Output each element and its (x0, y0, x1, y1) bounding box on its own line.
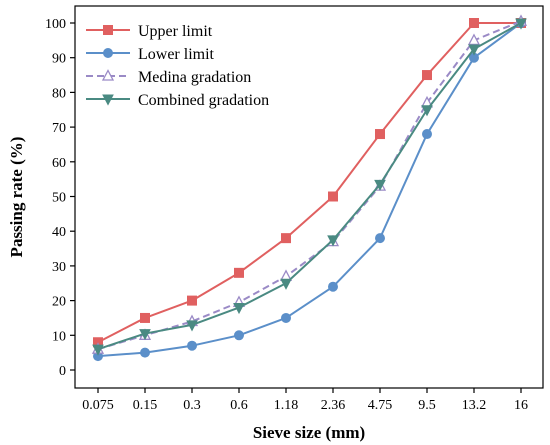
x-tick-label: 1.18 (274, 398, 299, 413)
legend-marker (101, 69, 115, 81)
medina-gradation-point (467, 33, 481, 45)
upper-limit-point (375, 129, 385, 140)
x-tick-label: 13.2 (462, 398, 487, 413)
series-layer (91, 14, 528, 362)
combined-gradation-point (139, 329, 151, 341)
y-axis: 0 10 20 30 40 50 60 70 80 90 100 (45, 17, 75, 379)
y-tick-label: 60 (52, 156, 66, 171)
x-tick-label: 16 (514, 398, 528, 413)
lower-limit-point (375, 233, 385, 244)
y-tick-label: 70 (52, 121, 66, 136)
x-tick-label: 0.6 (230, 398, 248, 413)
legend-item-medina-gradation: Medina gradation (86, 69, 251, 86)
upper-limit-point (281, 233, 291, 244)
lower-limit-point (328, 281, 338, 292)
legend-item-combined-gradation: Combined gradation (86, 92, 269, 109)
upper-limit-point (234, 267, 244, 278)
y-tick-label: 30 (52, 260, 66, 275)
x-axis-title: Sieve size (mm) (253, 423, 365, 442)
upper-limit-point (422, 70, 432, 81)
x-tick-label: 9.5 (418, 398, 436, 413)
legend-label: Combined gradation (138, 92, 269, 109)
y-tick-label: 50 (52, 191, 66, 206)
combined-gradation-point (327, 235, 339, 247)
x-tick-label: 0.075 (82, 398, 114, 413)
upper-limit-point (469, 18, 479, 28)
upper-limit-point (140, 312, 150, 323)
y-tick-label: 80 (52, 86, 66, 101)
lower-limit-point (140, 347, 150, 358)
lower-limit-point (187, 340, 197, 351)
x-tick-label: 4.75 (368, 398, 393, 413)
legend-marker (102, 94, 114, 106)
legend: Upper limit Lower limit Medina gradation Co… (86, 23, 269, 109)
y-tick-label: 20 (52, 295, 66, 310)
combined-gradation-point (374, 179, 386, 191)
x-axis: 0.075 0.15 0.3 0.6 1.18 2.36 4.75 9.5 13.2 16 (82, 388, 528, 413)
upper-limit-point (328, 191, 338, 202)
y-tick-label: 40 (52, 225, 66, 240)
legend-label: Upper limit (138, 23, 213, 40)
combined-gradation-point (515, 18, 527, 30)
lower-limit-point (422, 129, 432, 140)
y-tick-label: 100 (45, 17, 66, 32)
x-tick-label: 0.3 (183, 398, 201, 413)
combined-gradation-point (186, 320, 198, 332)
legend-marker (103, 48, 113, 58)
legend-item-upper-limit: Upper limit (86, 23, 213, 40)
upper-limit-line (97, 22, 521, 344)
legend-item-lower-limit: Lower limit (86, 46, 215, 63)
combined-gradation-point (468, 44, 480, 56)
combined-gradation-point (92, 344, 104, 356)
y-axis-title: Passing rate (%) (7, 137, 26, 258)
legend-marker (103, 25, 113, 35)
series-combined-gradation (92, 18, 527, 356)
upper-limit-point (187, 295, 197, 306)
medina-gradation-line (97, 20, 522, 351)
lower-limit-point (281, 312, 291, 323)
legend-label: Medina gradation (138, 69, 251, 86)
x-tick-label: 0.15 (133, 398, 158, 413)
legend-label: Lower limit (138, 46, 215, 63)
combined-gradation-line (97, 22, 522, 351)
y-tick-label: 0 (59, 364, 66, 379)
x-tick-label: 2.36 (321, 398, 346, 413)
y-tick-label: 10 (52, 329, 66, 344)
lower-limit-line (97, 22, 522, 358)
combined-gradation-point (280, 278, 292, 290)
y-tick-label: 90 (52, 52, 66, 67)
combined-gradation-point (233, 303, 245, 315)
combined-gradation-point (421, 105, 433, 117)
lower-limit-point (234, 330, 244, 341)
